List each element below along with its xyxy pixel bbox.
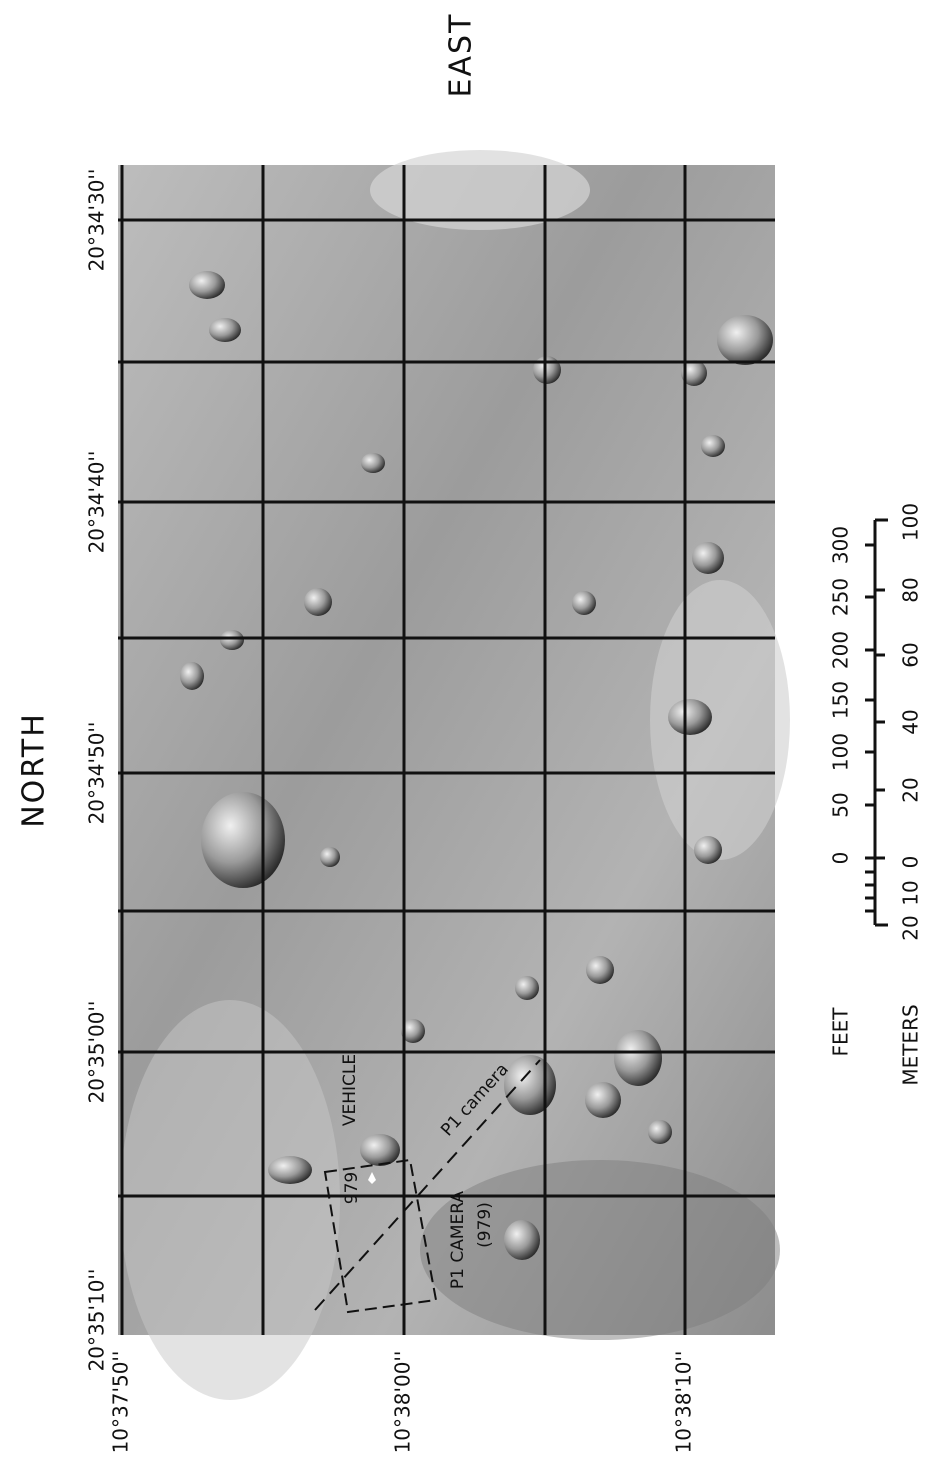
meters-label: METERS xyxy=(899,1004,923,1085)
meters-tick: 60 xyxy=(899,642,923,667)
vehicle-label: VEHICLE xyxy=(340,1054,360,1126)
longitude-label: 20°35'10'' xyxy=(85,1269,109,1372)
meters-tick: 40 xyxy=(899,709,923,734)
p1-camera-label: P1 CAMERA xyxy=(448,1191,468,1290)
latitude-label: 10°37'50'' xyxy=(109,1351,133,1454)
longitude-labels: 20°34'30'' 20°34'40'' 20°34'50'' 20°35'0… xyxy=(85,169,109,1372)
east-label: EAST xyxy=(444,13,479,98)
latitude-label: 10°38'00'' xyxy=(391,1351,415,1454)
meters-tick: 20 xyxy=(899,915,923,940)
feet-tick: 150 xyxy=(829,681,853,719)
meters-tick: 20 xyxy=(899,777,923,802)
vehicle-frame-label: 979 xyxy=(342,1172,362,1204)
map-page: NORTH EAST xyxy=(0,0,930,1472)
feet-tick: 100 xyxy=(829,733,853,771)
feet-tick: 250 xyxy=(829,578,853,616)
meters-tick: 100 xyxy=(899,503,923,541)
longitude-label: 20°34'30'' xyxy=(85,169,109,272)
north-label: NORTH xyxy=(17,712,52,828)
scale-bar: 0 50 100 150 200 250 300 20 10 0 20 40 6… xyxy=(829,503,923,1086)
feet-tick: 300 xyxy=(829,526,853,564)
feet-label: FEET xyxy=(829,1007,853,1057)
longitude-label: 20°34'40'' xyxy=(85,451,109,554)
longitude-label: 20°34'50'' xyxy=(85,722,109,825)
latitude-label: 10°38'10'' xyxy=(672,1351,696,1454)
feet-tick: 200 xyxy=(829,631,853,669)
p1-camera-frame-label: (979) xyxy=(475,1202,495,1248)
feet-tick: 50 xyxy=(829,792,853,817)
meters-tick: 80 xyxy=(899,577,923,602)
longitude-label: 20°35'00'' xyxy=(85,1001,109,1104)
meters-tick: 0 xyxy=(899,856,923,869)
feet-tick: 0 xyxy=(829,852,853,865)
meters-tick: 10 xyxy=(899,880,923,905)
